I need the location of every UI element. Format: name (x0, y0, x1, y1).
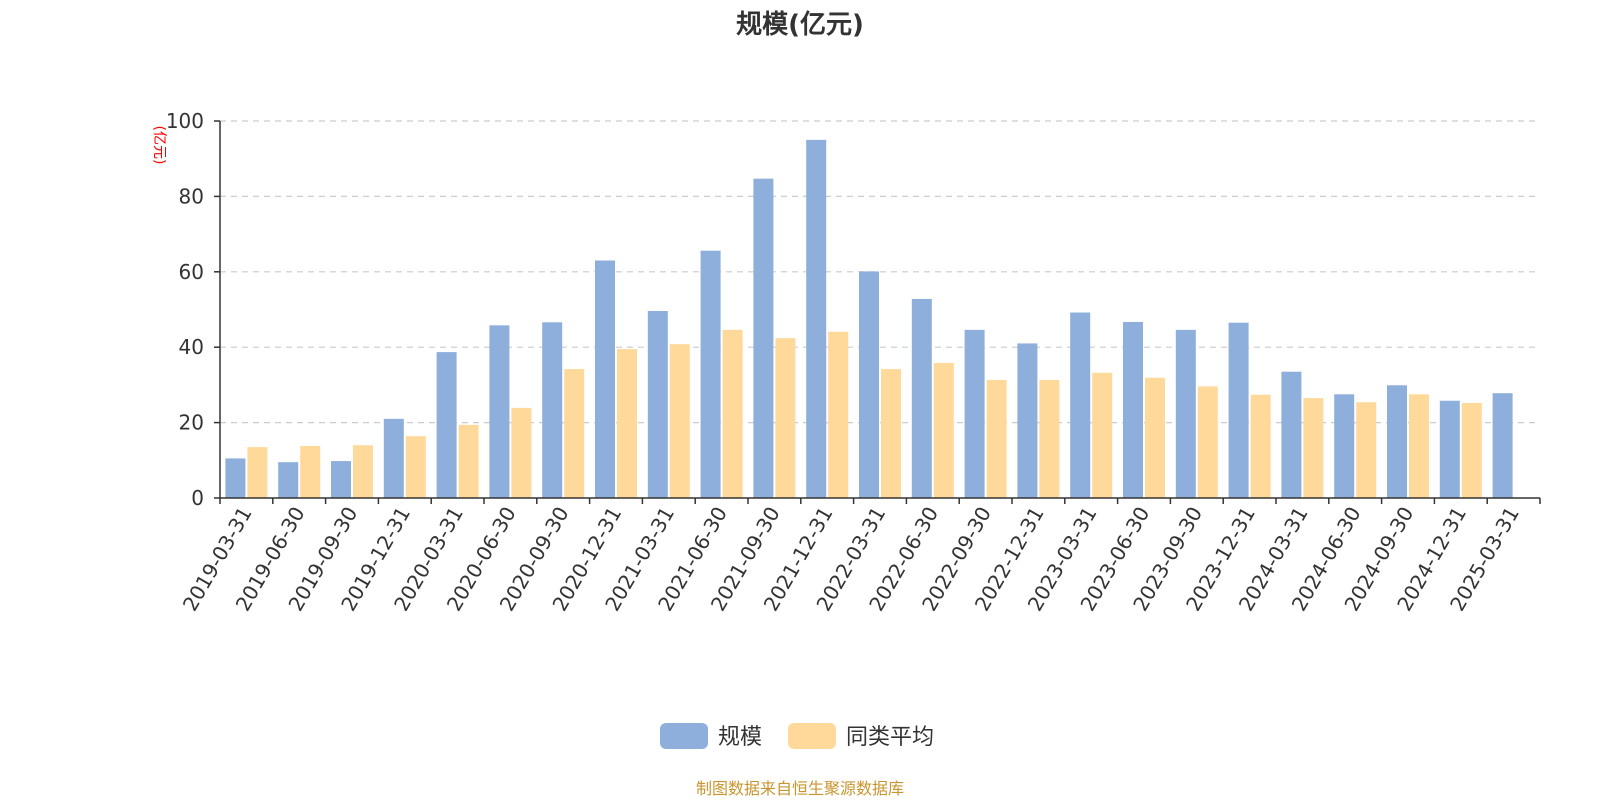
bar-series-1-2023-09-30[interactable] (1175, 329, 1196, 498)
bar-series-1-2023-03-31[interactable] (1070, 312, 1091, 498)
bar-series-2-2019-06-30[interactable] (300, 445, 321, 498)
bar-series-1-2019-03-31[interactable] (225, 458, 246, 498)
bar-series-2-2023-06-30[interactable] (1145, 377, 1165, 498)
bar-series-1-2020-06-30[interactable] (489, 325, 510, 498)
bar-series-1-2024-03-31[interactable] (1281, 371, 1302, 498)
chart-title: 规模(亿元) (736, 10, 864, 40)
legend-label-series-2[interactable]: 同类平均 (846, 725, 934, 750)
bar-series-2-2019-12-31[interactable] (405, 436, 426, 498)
bar-series-1-2022-03-31[interactable] (859, 271, 879, 498)
bars (225, 139, 1513, 498)
bar-series-2-2020-12-31[interactable] (617, 349, 637, 498)
bar-series-1-2023-06-30[interactable] (1123, 321, 1143, 498)
bar-series-1-2024-06-30[interactable] (1334, 394, 1355, 498)
bar-series-1-2024-12-31[interactable] (1439, 400, 1460, 498)
y-tick-label: 20 (179, 411, 204, 435)
bar-series-1-2021-09-30[interactable] (753, 178, 774, 498)
y-tick-labels: 0 20 40 60 80 100 (166, 109, 204, 510)
bar-series-2-2021-09-30[interactable] (775, 338, 796, 498)
bar-series-1-2019-09-30[interactable] (331, 461, 351, 498)
bar-series-1-2020-03-31[interactable] (436, 352, 457, 498)
bar-series-1-2022-09-30[interactable] (964, 329, 985, 498)
bar-series-1-2022-06-30[interactable] (911, 298, 932, 498)
bar-series-2-2024-06-30[interactable] (1356, 402, 1377, 498)
bar-series-2-2023-09-30[interactable] (1197, 386, 1218, 498)
bar-series-2-2021-03-31[interactable] (669, 344, 690, 498)
bar-series-2-2021-06-30[interactable] (722, 329, 743, 498)
bar-series-2-2019-03-31[interactable] (247, 447, 268, 498)
bar-series-2-2022-12-31[interactable] (1039, 379, 1060, 498)
data-source-note: 制图数据来自恒生聚源数据库 (696, 779, 904, 798)
bar-series-1-2020-12-31[interactable] (595, 260, 615, 498)
bar-series-2-2020-09-30[interactable] (564, 369, 585, 498)
y-axis-unit-label: (亿元) (151, 126, 167, 165)
bar-series-1-2022-12-31[interactable] (1017, 343, 1038, 498)
bar-series-1-2021-12-31[interactable] (806, 139, 827, 498)
y-tick-label: 40 (179, 335, 204, 359)
bar-series-2-2022-06-30[interactable] (933, 363, 954, 498)
bar-series-2-2021-12-31[interactable] (828, 331, 849, 498)
bar-series-2-2024-03-31[interactable] (1303, 398, 1324, 498)
legend-label-series-1[interactable]: 规模 (718, 725, 762, 750)
legend-swatch-series-2[interactable] (788, 723, 836, 749)
y-tick-label: 80 (179, 184, 204, 208)
bar-series-1-2021-06-30[interactable] (700, 250, 721, 498)
bar-series-1-2023-12-31[interactable] (1228, 322, 1249, 498)
axes (214, 120, 1541, 504)
bar-series-2-2024-09-30[interactable] (1409, 394, 1429, 498)
bar-series-2-2022-03-31[interactable] (881, 369, 901, 498)
bar-series-1-2019-06-30[interactable] (278, 462, 299, 498)
y-tick-label: 0 (191, 486, 204, 510)
bar-series-1-2024-09-30[interactable] (1387, 385, 1407, 498)
legend: 规模 同类平均 (660, 723, 934, 750)
y-tick-label: 60 (179, 260, 204, 284)
bar-series-2-2020-06-30[interactable] (511, 407, 532, 498)
bar-series-2-2019-09-30[interactable] (353, 445, 373, 498)
y-tick-label: 100 (166, 109, 204, 133)
grid-lines (220, 120, 1540, 424)
bar-series-2-2023-03-31[interactable] (1092, 372, 1113, 498)
x-tick-labels: 2019-03-312019-06-302019-09-302019-12-31… (178, 502, 1524, 615)
bar-series-2-2023-12-31[interactable] (1250, 394, 1271, 498)
bar-series-1-2025-03-31[interactable] (1492, 393, 1513, 498)
bar-series-1-2020-09-30[interactable] (542, 322, 563, 498)
bar-series-1-2019-12-31[interactable] (383, 418, 404, 498)
bar-series-1-2021-03-31[interactable] (647, 311, 668, 498)
bar-series-2-2022-09-30[interactable] (986, 379, 1007, 498)
legend-swatch-series-1[interactable] (660, 723, 708, 749)
bar-series-2-2024-12-31[interactable] (1461, 402, 1482, 498)
bar-series-2-2020-03-31[interactable] (458, 424, 479, 498)
